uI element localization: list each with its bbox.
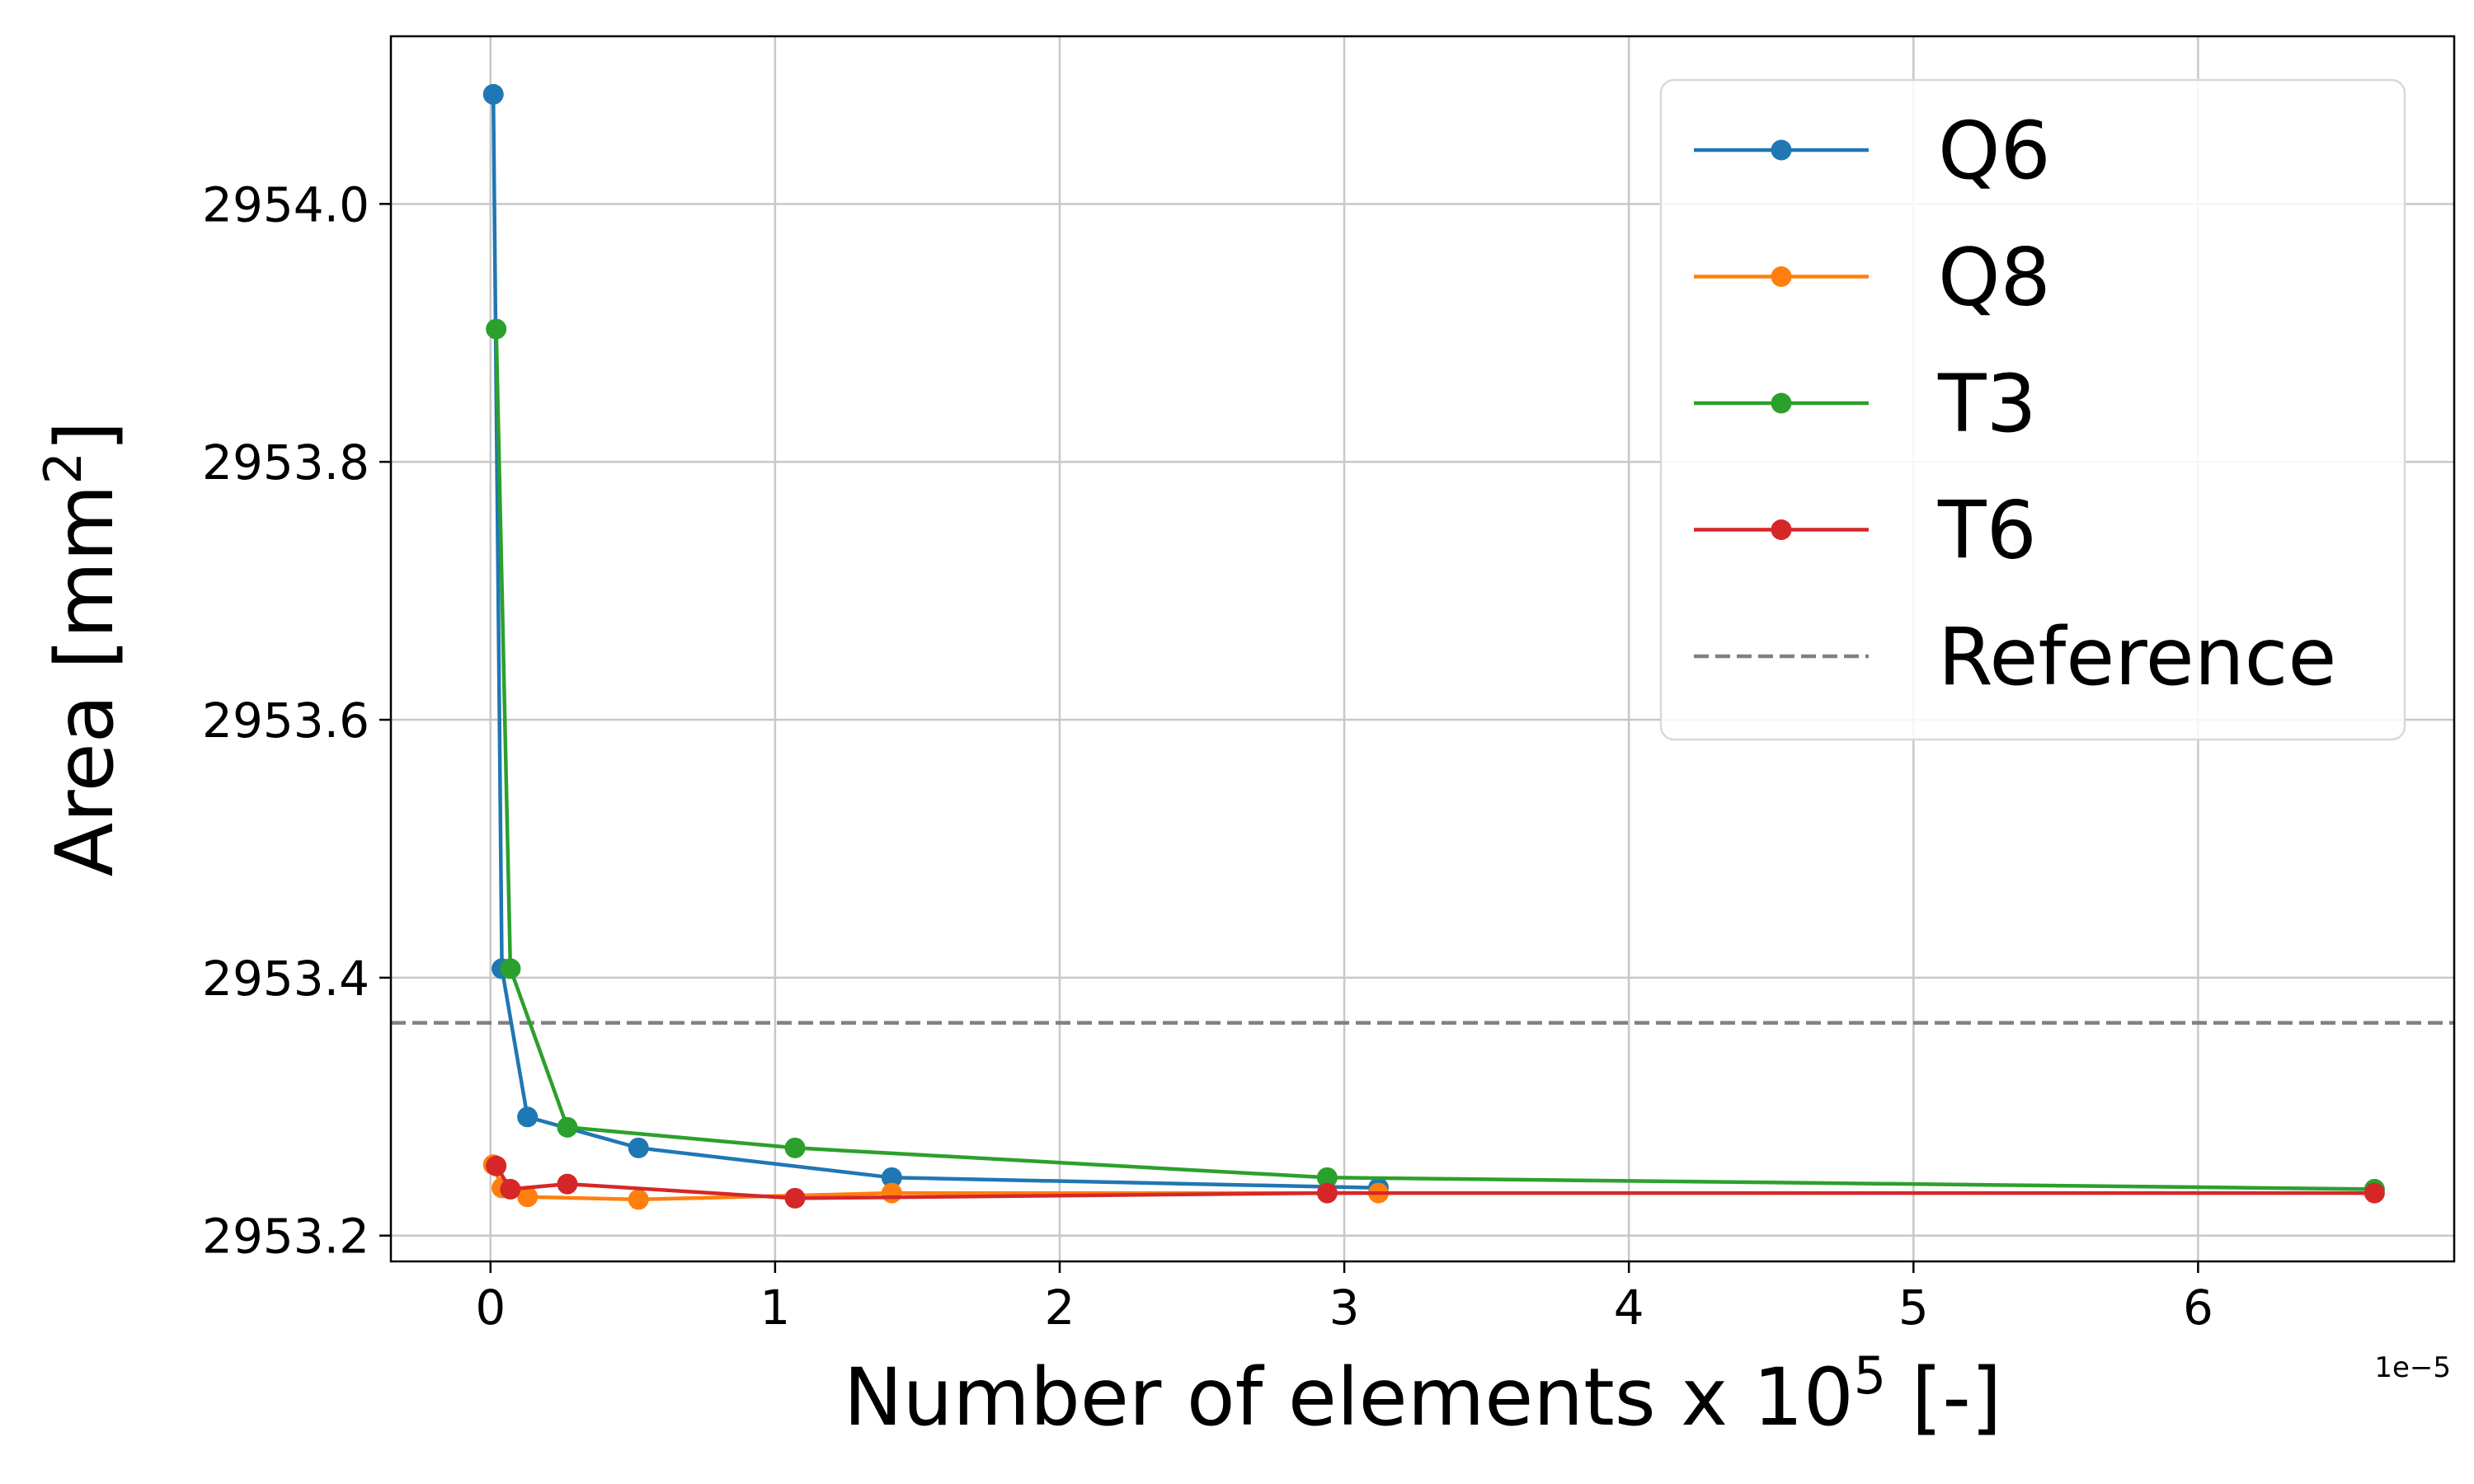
x-axis-label-main: Number of elements x 10 [844, 1351, 1854, 1444]
data-point-q8 [881, 1182, 902, 1204]
series-line-t3 [494, 329, 2375, 1191]
y-tick-label: 2953.6 [202, 693, 369, 749]
data-point-t6 [1316, 1182, 1338, 1204]
x-tick-label: 3 [1329, 1280, 1360, 1336]
legend: Q6 Q8 T3 T6 Reference [1659, 78, 2406, 741]
data-point-t3 [1316, 1167, 1338, 1188]
x-tick-label: 6 [2183, 1280, 2213, 1336]
y-axis-label: Area [mm2] [33, 421, 131, 877]
y-axis-label-sup: 2 [33, 452, 93, 484]
legend-label: Q6 [1938, 105, 2051, 197]
y-tick-label: 2953.2 [202, 1209, 369, 1265]
legend-swatch-marker [1771, 266, 1792, 287]
legend-item-q8: Q8 [1694, 232, 2051, 324]
legend-label: T3 [1937, 358, 2037, 450]
legend-swatch-marker [1771, 392, 1792, 414]
legend-label: Reference [1938, 611, 2336, 703]
x-tick-label: 5 [1898, 1280, 1929, 1336]
data-point-q6 [482, 83, 504, 105]
x-tick-label: 2 [1045, 1280, 1075, 1336]
legend-item-t3: T3 [1694, 358, 2037, 450]
series-q6 [482, 83, 1390, 1199]
x-tick-label: 4 [1614, 1280, 1644, 1336]
x-offset-label: 1e−5 [2374, 1351, 2451, 1384]
data-point-t3 [486, 318, 507, 340]
legend-item-t6: T6 [1694, 485, 2037, 577]
series-layer [482, 83, 2385, 1210]
data-point-q8 [517, 1186, 539, 1208]
y-axis-label-end: ] [39, 421, 131, 452]
data-point-q6 [881, 1167, 902, 1188]
y-tick-label: 2953.8 [202, 434, 369, 491]
legend-label: T6 [1937, 485, 2037, 577]
legend-label: Q8 [1938, 232, 2051, 324]
x-axis-label-end: [-] [1886, 1351, 2001, 1444]
y-tick-label: 2953.4 [202, 951, 369, 1007]
data-point-t6 [557, 1173, 578, 1195]
axis-ticks: 0 1 2 3 4 5 6 2953.2 2953.4 2953.6 2953.8 2954.0 [202, 176, 2213, 1336]
x-axis-label-sup: 5 [1854, 1345, 1886, 1406]
plot-frame [389, 35, 2456, 1263]
data-point-q6 [628, 1137, 649, 1158]
legend-item-q6: Q6 [1694, 105, 2051, 197]
x-tick-label: 1 [760, 1280, 790, 1336]
data-point-t3 [784, 1137, 806, 1158]
data-point-t6 [486, 1155, 507, 1176]
data-point-t6 [784, 1187, 806, 1209]
series-t6 [486, 1155, 2385, 1209]
legend-box [1659, 78, 2406, 741]
series-line-q6 [491, 94, 1379, 1190]
data-point-t3 [557, 1116, 578, 1138]
y-axis-label-main: Area [mm [39, 484, 131, 876]
x-tick-label: 0 [475, 1280, 506, 1336]
legend-swatch-marker [1771, 519, 1792, 540]
data-point-t6 [2363, 1182, 2385, 1204]
data-point-q6 [517, 1106, 539, 1128]
legend-item-reference: Reference [1694, 611, 2336, 703]
data-point-t3 [500, 958, 521, 979]
data-point-t6 [500, 1178, 521, 1200]
data-point-q8 [628, 1189, 649, 1210]
x-axis-label: Number of elements x 105 [-] [844, 1345, 2002, 1444]
y-tick-label: 2954.0 [202, 176, 369, 232]
legend-swatch-marker [1771, 139, 1792, 161]
